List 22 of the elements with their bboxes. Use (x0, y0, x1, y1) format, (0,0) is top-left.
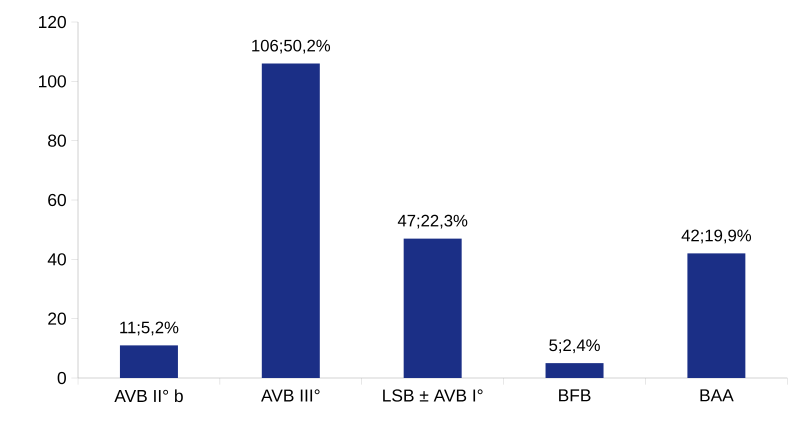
x-tick-label: LSB ± AVB I° (383, 389, 483, 402)
bar (546, 363, 604, 378)
bar (262, 64, 320, 378)
bar (687, 253, 746, 378)
data-label: 42;19,9% (682, 230, 752, 244)
data-label: 47;22,3% (398, 214, 468, 229)
x-tick-label: AVB III° (261, 389, 320, 402)
data-label: 106;50,2% (252, 40, 330, 54)
bar (120, 345, 178, 378)
x-tick-label: AVB II° b (114, 389, 183, 402)
x-tick-label: BFB (559, 389, 590, 402)
data-label: 11;5,2% (120, 322, 178, 336)
y-tick-label: 120 (39, 16, 66, 28)
bar (404, 238, 462, 378)
y-tick-label: 80 (48, 134, 66, 147)
y-tick-label: 60 (48, 194, 66, 206)
y-tick-label: 20 (48, 312, 66, 325)
y-tick-label: 100 (39, 75, 66, 88)
x-tick-label: BAA (700, 389, 734, 402)
data-label: 5;2,4% (549, 339, 600, 354)
y-tick-label: 0 (58, 372, 66, 384)
y-tick-label: 40 (48, 253, 66, 266)
